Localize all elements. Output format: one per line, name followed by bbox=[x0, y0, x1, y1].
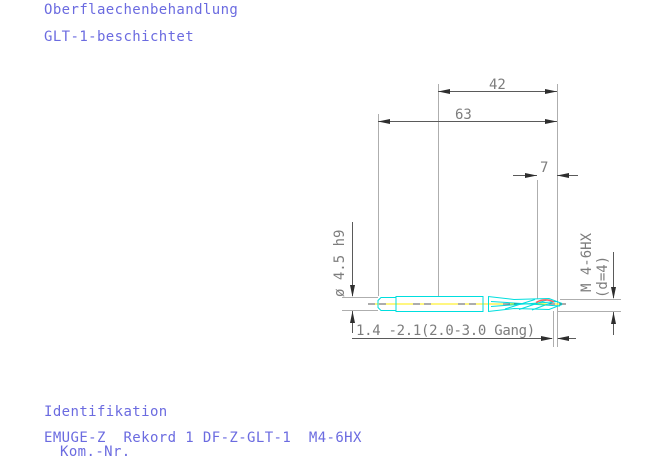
dim-7-label: 7 bbox=[540, 160, 549, 176]
shank-diameter-label: ø 4.5 h9 bbox=[332, 229, 348, 297]
dimension-arrowheads bbox=[350, 89, 616, 341]
surface-treatment-label: Oberflaechenbehandlung bbox=[44, 2, 239, 18]
thread-bottom-edge bbox=[487, 304, 563, 312]
flute-line bbox=[518, 299, 548, 310]
shank bbox=[395, 296, 484, 312]
flute-line bbox=[490, 301, 559, 307]
flute-line bbox=[531, 300, 557, 311]
identification-title: Identifikation bbox=[44, 404, 168, 420]
dim-63-label: 63 bbox=[455, 107, 472, 123]
lead-chamfer-label: 1.4 -2.1(2.0-3.0 Gang) bbox=[356, 323, 535, 339]
dim-42-label: 42 bbox=[489, 77, 506, 93]
thread-pilot-label: (d=4) bbox=[595, 255, 611, 298]
thread-lead-highlight bbox=[535, 299, 555, 304]
tool-designation: EMUGE-Z Rekord 1 DF-Z-GLT-1 M4-6HX bbox=[44, 430, 362, 446]
thread-size-label: M 4-6HX bbox=[579, 232, 595, 292]
tap-tool bbox=[368, 296, 566, 312]
extension-lines bbox=[342, 84, 621, 347]
coating-label: GLT-1-beschichtet bbox=[44, 29, 195, 45]
commission-number-label: Kom.-Nr. bbox=[60, 444, 131, 460]
tap-outline bbox=[377, 296, 563, 312]
